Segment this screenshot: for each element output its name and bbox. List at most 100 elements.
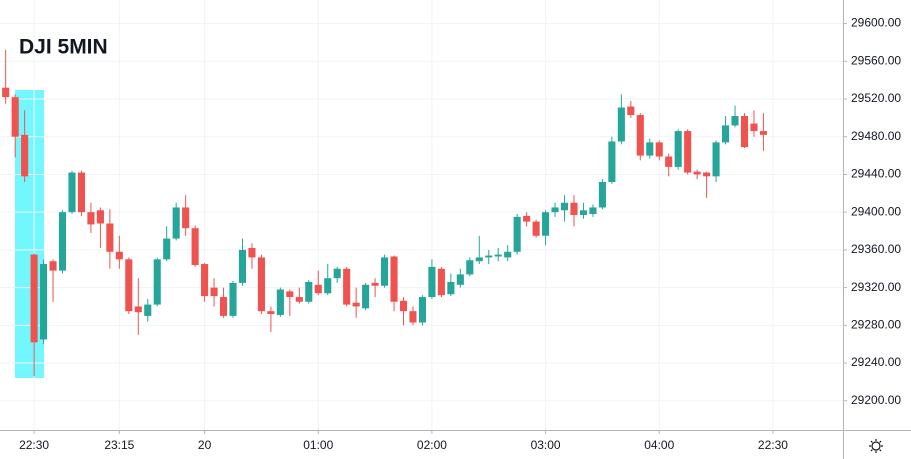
- candle-body: [570, 202, 578, 215]
- candle-body: [333, 268, 341, 279]
- plot-layer: [0, 0, 843, 430]
- candle-body: [276, 289, 284, 315]
- candle-body: [428, 266, 436, 298]
- candle-body: [352, 302, 360, 307]
- settings-icon[interactable]: [869, 439, 883, 453]
- candle-body: [399, 300, 408, 312]
- candle-body: [201, 264, 209, 297]
- candle-body: [494, 254, 502, 257]
- candle-body: [58, 212, 67, 271]
- y-tick-label: 29520.00: [851, 91, 901, 105]
- candle-body: [96, 210, 104, 224]
- candle-body: [485, 255, 493, 258]
- candle-body: [238, 249, 247, 283]
- candle-body: [504, 251, 512, 258]
- candle-body: [21, 134, 29, 177]
- x-tick-label: 22:30: [758, 438, 788, 452]
- candle-body: [305, 281, 313, 302]
- x-tick-label: 22:30: [19, 438, 49, 452]
- chart-title: DJI 5MIN: [19, 36, 108, 59]
- candle-body: [589, 207, 597, 215]
- candle-body: [77, 172, 86, 213]
- candle-body: [182, 207, 190, 229]
- candle-body: [466, 260, 474, 275]
- candle-body: [437, 268, 445, 296]
- candle-body: [693, 171, 701, 175]
- candle-body: [636, 115, 644, 156]
- candle-body: [87, 212, 95, 225]
- candle-body: [210, 287, 218, 297]
- candle-body: [447, 281, 455, 295]
- y-tick-label: 29600.00: [851, 16, 901, 30]
- candle-body: [257, 257, 265, 312]
- y-tick-label: 29240.00: [851, 355, 901, 369]
- candle-body: [646, 142, 654, 156]
- candle-body: [267, 311, 275, 315]
- candle-body: [712, 142, 720, 177]
- candle-body: [106, 223, 114, 252]
- candle-body: [229, 282, 237, 316]
- candle-body: [248, 248, 256, 258]
- candle-body: [598, 181, 606, 208]
- candle-body: [560, 202, 569, 211]
- candle-body: [172, 207, 180, 239]
- y-tick-label: 29560.00: [851, 53, 901, 67]
- candle-body: [532, 221, 540, 236]
- candle-body: [579, 210, 588, 215]
- candle-body: [703, 172, 711, 177]
- candle-body: [674, 131, 682, 167]
- y-tick-label: 29280.00: [851, 318, 901, 332]
- candle-body: [153, 259, 161, 305]
- candle-body: [314, 284, 322, 294]
- candle-body: [286, 291, 294, 298]
- candle-body: [542, 212, 550, 236]
- candle-body: [513, 216, 521, 252]
- candle-body: [655, 142, 663, 157]
- x-tick-label: 01:00: [303, 438, 333, 452]
- y-tick-label: 29440.00: [851, 167, 901, 181]
- y-tick-label: 29360.00: [851, 242, 901, 256]
- candle-body: [125, 259, 133, 312]
- x-tick-label: 20: [198, 438, 212, 452]
- candle-body: [381, 257, 389, 286]
- y-tick-label: 29320.00: [851, 280, 901, 294]
- candle-body: [627, 106, 635, 116]
- candle-body: [343, 268, 351, 305]
- candle-body: [551, 207, 559, 213]
- candle-body: [115, 251, 123, 260]
- candle-body: [324, 278, 332, 294]
- x-tick-label: 23:15: [104, 438, 134, 452]
- candle-body: [475, 257, 483, 262]
- candle-body: [144, 304, 152, 316]
- candle-body: [30, 254, 38, 343]
- candle-body: [418, 297, 426, 323]
- x-tick-label: 03:00: [531, 438, 561, 452]
- candle-body: [721, 125, 730, 143]
- candle-body: [409, 311, 417, 323]
- candle-body: [163, 238, 171, 260]
- candle-body: [731, 115, 739, 126]
- candle-body: [134, 306, 142, 313]
- x-tick-label: 04:00: [644, 438, 674, 452]
- candle-body: [390, 256, 398, 302]
- candle-body: [40, 264, 48, 340]
- candle-body: [295, 297, 303, 302]
- y-tick-label: 29480.00: [851, 129, 901, 143]
- candle-body: [684, 131, 692, 173]
- candle-body: [362, 284, 370, 309]
- x-tick-label: 02:00: [417, 438, 447, 452]
- candle-body: [191, 228, 199, 265]
- candle-body: [665, 156, 673, 167]
- candle-body: [11, 97, 19, 137]
- candle-body: [617, 107, 625, 142]
- y-tick-label: 29200.00: [851, 393, 901, 407]
- candle-body: [68, 172, 76, 213]
- candle-body: [2, 87, 10, 98]
- highlight-box: [15, 90, 44, 378]
- candle-body: [523, 215, 531, 222]
- candle-body: [750, 123, 758, 132]
- candle-body: [219, 297, 228, 316]
- candle-body: [608, 141, 616, 182]
- candle-body: [371, 282, 379, 286]
